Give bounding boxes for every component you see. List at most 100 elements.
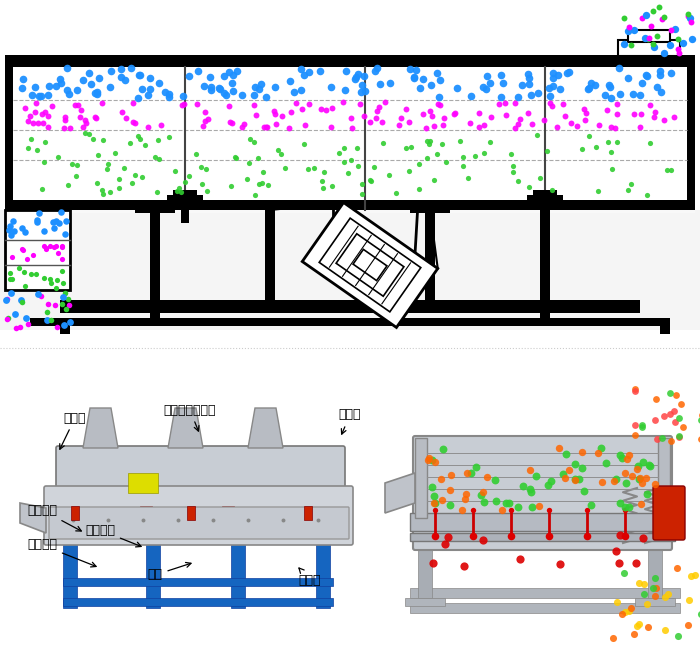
Point: [614, 498, 625, 508]
Point: [614, 529, 625, 540]
Point: [671, 563, 682, 573]
Point: [75, 105, 86, 115]
Point: [629, 629, 640, 640]
Point: [376, 117, 387, 127]
Point: [177, 90, 188, 101]
Point: [414, 83, 426, 94]
Point: [634, 473, 645, 483]
Point: [547, 81, 558, 92]
Point: [253, 179, 265, 190]
Point: [73, 100, 84, 111]
Bar: [140, 506, 152, 534]
Point: [142, 90, 153, 100]
Bar: [425, 210, 435, 300]
Point: [613, 558, 624, 568]
Point: [457, 160, 468, 171]
Point: [623, 73, 634, 84]
Point: [547, 68, 559, 78]
Polygon shape: [385, 473, 415, 513]
Point: [506, 149, 517, 159]
Point: [250, 82, 261, 93]
Point: [93, 73, 104, 84]
Point: [40, 243, 51, 254]
Bar: [0, 210, 700, 330]
Point: [201, 186, 212, 196]
FancyBboxPatch shape: [413, 436, 672, 550]
Point: [436, 494, 447, 505]
Bar: [425, 295, 435, 303]
Point: [437, 138, 448, 149]
Point: [64, 88, 75, 99]
Point: [589, 80, 601, 90]
Point: [130, 169, 141, 180]
Point: [620, 468, 631, 478]
Point: [662, 588, 673, 599]
Point: [608, 633, 619, 643]
Point: [248, 100, 259, 110]
Point: [18, 244, 29, 255]
Point: [370, 66, 381, 76]
Point: [224, 117, 235, 127]
Point: [104, 186, 116, 197]
Point: [288, 87, 300, 98]
Point: [490, 496, 501, 507]
Point: [28, 250, 39, 261]
Point: [130, 118, 141, 129]
Point: [279, 162, 290, 173]
Point: [617, 453, 628, 463]
Point: [477, 486, 489, 497]
Point: [92, 178, 103, 188]
Point: [470, 461, 482, 472]
Point: [120, 113, 132, 124]
Point: [106, 66, 117, 76]
Point: [429, 457, 440, 467]
Point: [659, 115, 670, 125]
Point: [22, 318, 34, 329]
Point: [220, 90, 232, 101]
Point: [596, 443, 607, 453]
Point: [48, 223, 60, 233]
Point: [475, 490, 486, 501]
Point: [615, 450, 626, 461]
Point: [290, 98, 302, 109]
Point: [552, 69, 564, 80]
Point: [374, 101, 385, 112]
Point: [300, 120, 311, 130]
Point: [666, 68, 677, 78]
Point: [512, 119, 523, 130]
Point: [425, 80, 436, 90]
Point: [626, 603, 637, 614]
Point: [672, 44, 683, 55]
Point: [51, 81, 62, 92]
Point: [83, 129, 94, 140]
Point: [47, 100, 58, 111]
Point: [636, 419, 648, 430]
Point: [6, 229, 17, 240]
Point: [496, 505, 507, 515]
Point: [92, 86, 103, 97]
Bar: [660, 326, 670, 334]
Point: [586, 500, 597, 511]
Point: [444, 500, 456, 510]
Point: [501, 109, 512, 120]
Point: [606, 121, 617, 132]
Point: [409, 72, 420, 82]
Point: [523, 72, 534, 83]
Point: [478, 82, 489, 93]
Point: [379, 97, 391, 107]
Point: [50, 282, 62, 293]
Point: [302, 164, 313, 175]
Point: [49, 299, 60, 310]
Point: [38, 273, 50, 283]
Point: [80, 118, 92, 129]
Point: [1, 295, 12, 306]
Point: [89, 112, 100, 123]
Point: [580, 115, 591, 125]
Point: [228, 86, 239, 97]
Point: [62, 180, 74, 190]
Point: [60, 288, 71, 299]
Point: [14, 322, 25, 332]
Point: [357, 79, 368, 90]
Bar: [187, 506, 195, 520]
Bar: [150, 210, 160, 300]
